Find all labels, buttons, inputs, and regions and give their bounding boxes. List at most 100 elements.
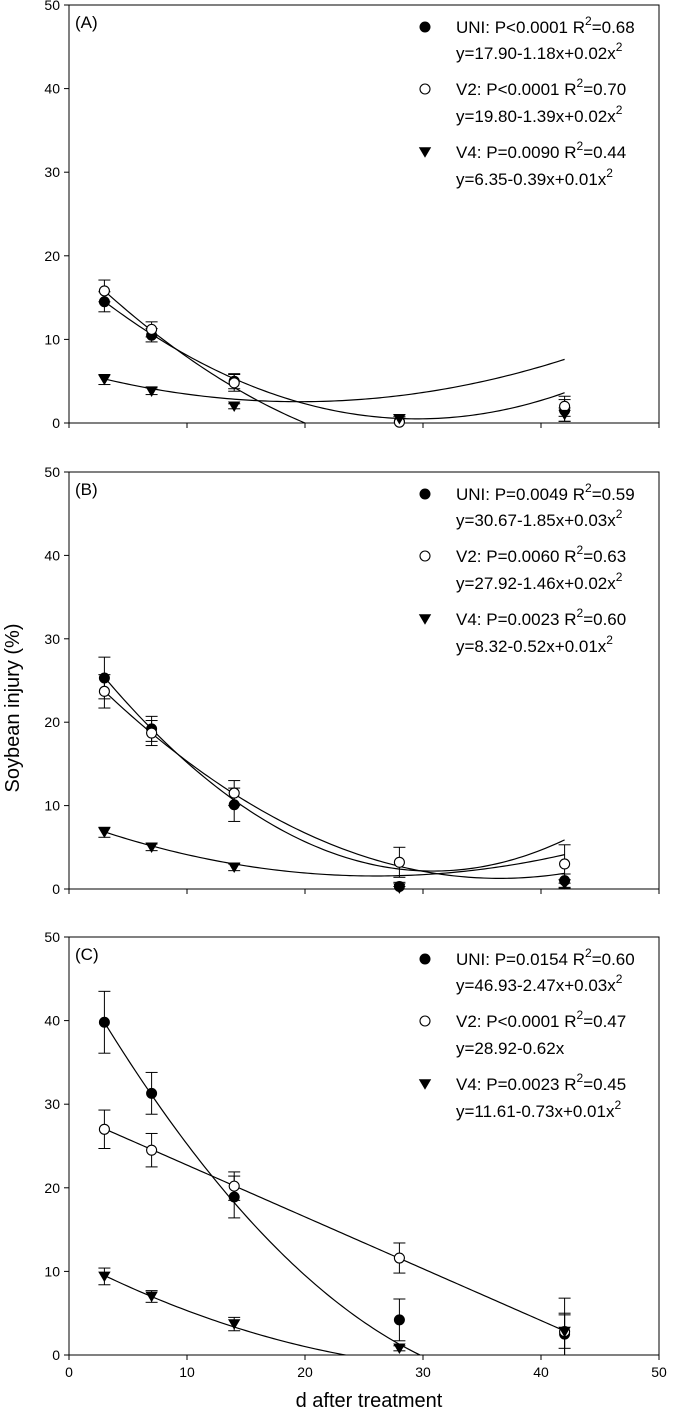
legend-marker-uni — [419, 488, 431, 500]
data-point-v2 — [559, 400, 571, 412]
legend-marker-v2 — [419, 83, 431, 95]
legend-stat-v4: V4: P=0.0090 R2=0.44 — [456, 139, 626, 162]
y-tick-label: 30 — [44, 631, 60, 647]
data-point-v4 — [145, 386, 158, 397]
plot-frame — [68, 471, 660, 890]
fit-curve-uni — [103, 1022, 422, 1355]
data-point-v2 — [146, 1144, 158, 1156]
legend-stat-v2: V2: P<0.0001 R2=0.47 — [456, 1008, 626, 1031]
legend-equation-v2: y=27.92-1.46x+0.02x2 — [456, 570, 623, 593]
data-point-v2 — [559, 858, 571, 870]
plot-frame — [68, 936, 660, 1356]
legend-marker-v4 — [418, 1079, 432, 1090]
y-tick-label: 10 — [44, 798, 60, 814]
y-tick-label: 30 — [44, 164, 60, 180]
data-point-v2 — [98, 1123, 110, 1135]
fit-curve-v4 — [104, 358, 565, 403]
legend-marker-v4 — [418, 147, 432, 158]
legend-stat-uni: UNI: P=0.0049 R2=0.59 — [456, 481, 635, 504]
data-point-v2 — [146, 727, 158, 739]
y-tick-label: 40 — [44, 1013, 60, 1029]
data-point-v2 — [146, 323, 158, 335]
fit-curve-v2 — [104, 1128, 565, 1332]
legend-stat-uni: UNI: P=0.0154 R2=0.60 — [456, 946, 635, 969]
y-tick-label: 10 — [44, 331, 60, 347]
y-tick-label: 30 — [44, 1096, 60, 1112]
legend-equation-uni: y=30.67-1.85x+0.03x2 — [456, 507, 623, 530]
x-tick-label: 40 — [533, 1364, 549, 1380]
data-point-v4 — [145, 842, 158, 854]
fit-curve-uni — [103, 676, 565, 872]
legend-equation-v4: y=11.61-0.73x+0.01x2 — [456, 1098, 621, 1121]
panel-1: 0 10 20 30 40 50 (A) UNI: P<0.0001 R2=0.68 y=17.… — [44, 0, 660, 431]
data-point-v4 — [558, 1326, 571, 1338]
legend-equation-v4: y=6.35-0.39x+0.01x2 — [456, 166, 613, 189]
y-tick-label: 50 — [44, 464, 60, 480]
data-point-v2 — [98, 685, 110, 697]
y-tick-label: 20 — [44, 248, 60, 264]
legend-equation-v2: y=28.92-0.62x — [456, 1039, 565, 1058]
data-point-v4 — [228, 1319, 241, 1330]
legend-equation-v4: y=8.32-0.52x+0.01x2 — [456, 633, 613, 656]
data-point-v2 — [228, 1180, 240, 1192]
legend-stat-v2: V2: P=0.0060 R2=0.63 — [456, 543, 626, 566]
x-tick-label: 0 — [65, 1364, 73, 1380]
data-point-v4 — [558, 409, 571, 421]
data-point-v4 — [393, 1343, 406, 1355]
data-point-v4 — [393, 883, 406, 894]
y-tick-label: 0 — [52, 415, 60, 431]
x-tick-label: 10 — [179, 1364, 195, 1380]
fit-curve-v2 — [103, 290, 307, 423]
data-point-v4 — [393, 414, 406, 425]
data-point-uni — [228, 1191, 240, 1203]
y-tick-label: 0 — [52, 881, 60, 897]
y-tick-label: 40 — [44, 547, 60, 563]
legend-marker-v2 — [419, 550, 431, 562]
data-point-v4 — [98, 1271, 111, 1283]
data-point-v2 — [393, 1252, 405, 1264]
x-tick-label: 20 — [297, 1364, 313, 1380]
data-point-v2 — [98, 285, 110, 297]
y-tick-label: 10 — [44, 1263, 60, 1279]
legend-stat-v4: V4: P=0.0023 R2=0.60 — [456, 606, 626, 629]
y-tick-label: 50 — [44, 0, 60, 13]
data-point-v2 — [228, 787, 240, 799]
data-point-v4 — [558, 879, 571, 890]
panel-label: (A) — [75, 13, 98, 32]
data-point-v4 — [228, 862, 241, 874]
legend-marker-uni — [419, 953, 431, 965]
y-tick-label: 40 — [44, 81, 60, 97]
fit-curve-v4 — [104, 831, 565, 877]
y-tick-label: 0 — [52, 1347, 60, 1363]
data-point-uni — [393, 1314, 405, 1326]
legend-stat-v2: V2: P<0.0001 R2=0.70 — [456, 76, 626, 99]
y-tick-label: 50 — [44, 929, 60, 945]
fit-curve-v4 — [104, 1274, 349, 1355]
panel-3: 0 10 20 30 40 50 0 10 20 30 40 50 (C) UNI: P=0.0154 R… — [44, 929, 667, 1380]
x-axis-title: d after treatment — [296, 1390, 443, 1412]
panel-2: 0 10 20 30 40 50 (B) UNI: P=0.0049 R2=0.59 y=30.… — [44, 464, 660, 897]
data-point-uni — [98, 296, 110, 308]
fit-curve-uni — [104, 300, 565, 420]
legend-marker-v2 — [419, 1015, 431, 1027]
data-point-v4 — [98, 827, 111, 839]
legend-equation-uni: y=17.90-1.18x+0.02x2 — [456, 40, 623, 63]
panel-label: (B) — [75, 480, 98, 499]
fit-curve-v2 — [103, 690, 565, 879]
legend-stat-uni: UNI: P<0.0001 R2=0.68 — [456, 14, 635, 37]
y-tick-label: 20 — [44, 1180, 60, 1196]
legend-equation-v2: y=19.80-1.39x+0.02x2 — [456, 103, 623, 126]
x-tick-label: 50 — [651, 1364, 667, 1380]
data-point-v2 — [393, 856, 405, 868]
data-point-v4 — [145, 1291, 158, 1303]
data-point-uni — [98, 672, 110, 684]
data-point-uni — [228, 799, 240, 811]
data-point-uni — [98, 1016, 110, 1028]
legend-marker-v4 — [418, 614, 432, 625]
data-point-uni — [146, 1087, 158, 1099]
legend-marker-uni — [419, 21, 431, 33]
data-point-v2 — [228, 377, 240, 389]
y-tick-label: 20 — [44, 714, 60, 730]
